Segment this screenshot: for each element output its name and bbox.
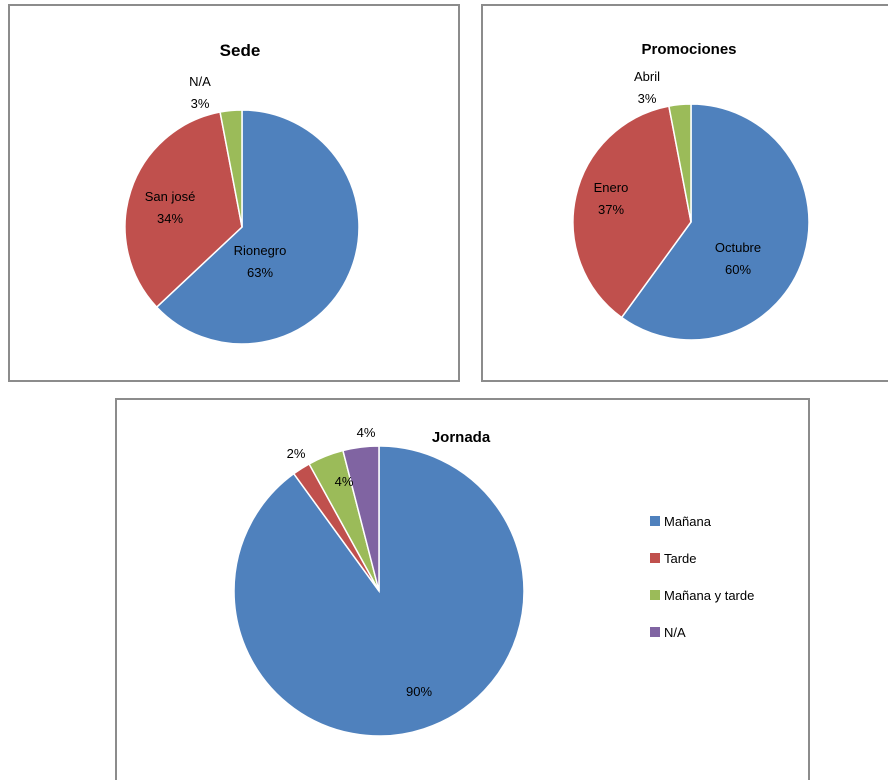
slice-label-octubre-category: Octubre (715, 240, 761, 255)
slice-label-octubre: Octubre 60% (715, 240, 761, 277)
pie-chart-promociones: Promociones Octubre 60% Enero 37% Abril 3% (572, 41, 810, 341)
chart-title: Sede (220, 41, 261, 60)
legend-label-manana-y-tarde: Mañana y tarde (664, 588, 754, 603)
legend-swatch-n-a (650, 627, 660, 637)
legend-swatch-manana (650, 516, 660, 526)
slice-label-rionegro-value: 63% (247, 265, 273, 280)
chart-title: Promociones (641, 41, 736, 58)
slice-label-octubre-value: 60% (725, 262, 751, 277)
slice-label-rionegro-category: Rionegro (234, 243, 287, 258)
legend-label-tarde: Tarde (664, 551, 697, 566)
chart-panel-jornada: Jornada 90% 2% 4% 4% Mañana Tarde Mañana y ta… (115, 398, 810, 780)
pie-chart-jornada: Jornada 90% 2% 4% 4% Mañana Tarde Mañana y ta… (233, 425, 754, 737)
chart-panel-sede: Sede Rionegro 63% San josé 34% N/A 3% (8, 4, 460, 382)
slice-label-san-jose-category: San josé (145, 189, 196, 204)
slice-label-rionegro: Rionegro 63% (234, 243, 287, 280)
slice-label-manana-value: 90% (406, 684, 432, 699)
pie-slice-n-a (342, 445, 380, 592)
slice-label-tarde-value: 2% (287, 446, 306, 461)
legend-swatch-tarde (650, 553, 660, 563)
legend-swatch-manana-y-tarde (650, 590, 660, 600)
slice-label-n-a-value: 3% (191, 96, 210, 111)
slice-label-n-a: 4% (357, 425, 376, 440)
slice-label-manana: 90% (406, 684, 432, 699)
pie-slice-san-jose (124, 111, 243, 309)
slice-label-abril: Abril 3% (634, 69, 660, 106)
legend-label-n-a: N/A (664, 625, 686, 640)
pie-slice-abril (668, 103, 692, 223)
slice-label-enero-value: 37% (598, 202, 624, 217)
slice-label-san-jose: San josé 34% (145, 189, 196, 226)
pie-slice-rionegro (155, 109, 360, 345)
chart-title: Jornada (432, 429, 491, 446)
slice-label-abril-value: 3% (638, 91, 657, 106)
slice-label-n-a-category: N/A (189, 74, 211, 89)
slice-label-manana-y-tarde: 4% (335, 474, 354, 489)
chart-legend: Mañana Tarde Mañana y tarde N/A (650, 514, 754, 640)
slice-label-n-a-value: 4% (357, 425, 376, 440)
pie-slice-octubre (620, 103, 810, 341)
pie-slice-enero (572, 105, 692, 319)
slice-label-manana-y-tarde-value: 4% (335, 474, 354, 489)
slice-label-abril-category: Abril (634, 69, 660, 84)
legend-label-manana: Mañana (664, 514, 712, 529)
slice-label-san-jose-value: 34% (157, 211, 183, 226)
slice-label-enero: Enero 37% (594, 180, 629, 217)
pie-slice-n-a (219, 109, 243, 228)
slice-label-tarde: 2% (287, 446, 306, 461)
pie-chart-sede: Sede Rionegro 63% San josé 34% N/A 3% (124, 41, 360, 345)
chart-panel-promociones: Promociones Octubre 60% Enero 37% Abril 3% (481, 4, 888, 382)
slice-label-enero-category: Enero (594, 180, 629, 195)
slice-label-n-a: N/A 3% (189, 74, 211, 111)
